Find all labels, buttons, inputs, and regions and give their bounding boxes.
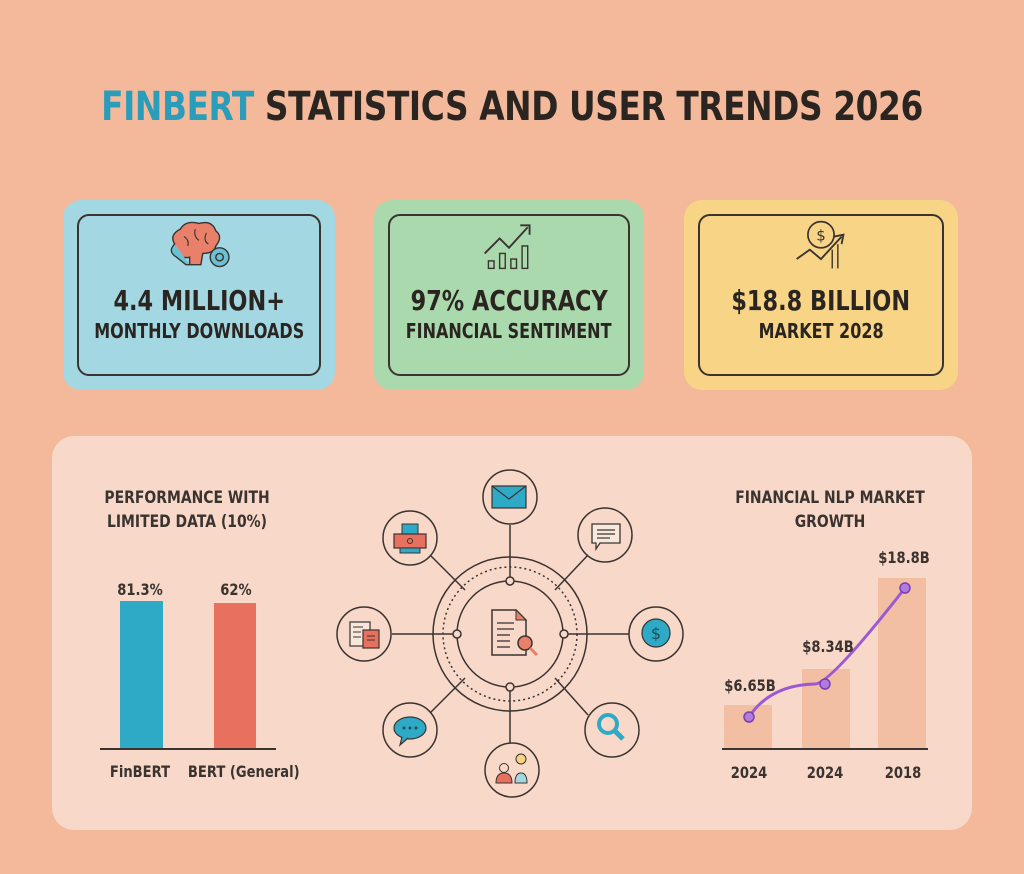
dollar-growth-icon: $ [796,220,845,269]
stat-value: $18.8 BILLION [731,284,911,317]
document-search-icon [491,608,539,657]
title-accent: FINBERT [101,84,254,130]
growth-line [743,582,911,723]
bar-2018 [878,578,926,748]
brain-gear-icon [170,221,230,268]
performance-chart-title: PERFORMANCE WITH LIMITED DATA (10%) [104,488,270,532]
category-finbert: FinBERT [109,762,171,781]
category-year: 2018 [884,763,922,782]
title-rest: STATISTICS AND USER TRENDS 2026 [253,84,923,130]
hub-diagram: $ [336,469,684,798]
bar-value-finbert: 81.3% [117,580,163,599]
stat-label: FINANCIAL SENTIMENT [406,319,612,343]
stat-value: 4.4 MILLION+ [113,284,285,317]
stat-label: MONTHLY DOWNLOADS [94,319,305,343]
bar-bert [214,603,256,749]
chat-dots-icon [393,716,427,747]
users-dollar-icon [495,753,528,784]
category-bert: BERT (General) [187,762,300,781]
value-label-6-65b: $6.65B [724,676,776,695]
stat-value: 97% ACCURACY [410,284,608,317]
bar-value-bert: 62% [220,580,252,599]
category-year: 2024 [806,763,844,782]
stat-card-market: $ $18.8 BILLION MARKET 2028 [684,200,958,390]
printer-icon [393,523,427,554]
stat-card-accuracy: 97% ACCURACY FINANCIAL SENTIMENT [374,200,644,390]
page-title: FINBERT STATISTICS AND USER TRENDS 2026 [92,84,932,130]
growth-chart-icon [484,224,531,270]
stat-card-downloads: 4.4 MILLION+ MONTHLY DOWNLOADS [63,200,335,390]
x-axis-market [722,748,928,750]
chat-lines-icon [591,523,621,552]
envelope-icon [491,485,527,509]
value-label-8-34b: $8.34B [802,637,854,656]
search-icon [597,713,625,741]
value-label-18-8b: $18.8B [878,548,930,567]
stat-label: MARKET 2028 [758,319,884,343]
x-axis [100,748,276,750]
dollar-coin-icon: $ [641,618,671,648]
bar-finbert [120,601,163,749]
svg-text:$: $ [651,624,661,643]
market-chart-title: FINANCIAL NLP MARKET GROWTH [735,488,925,532]
svg-text:$: $ [816,226,826,244]
documents-icon [349,621,380,649]
category-year: 2024 [730,763,768,782]
